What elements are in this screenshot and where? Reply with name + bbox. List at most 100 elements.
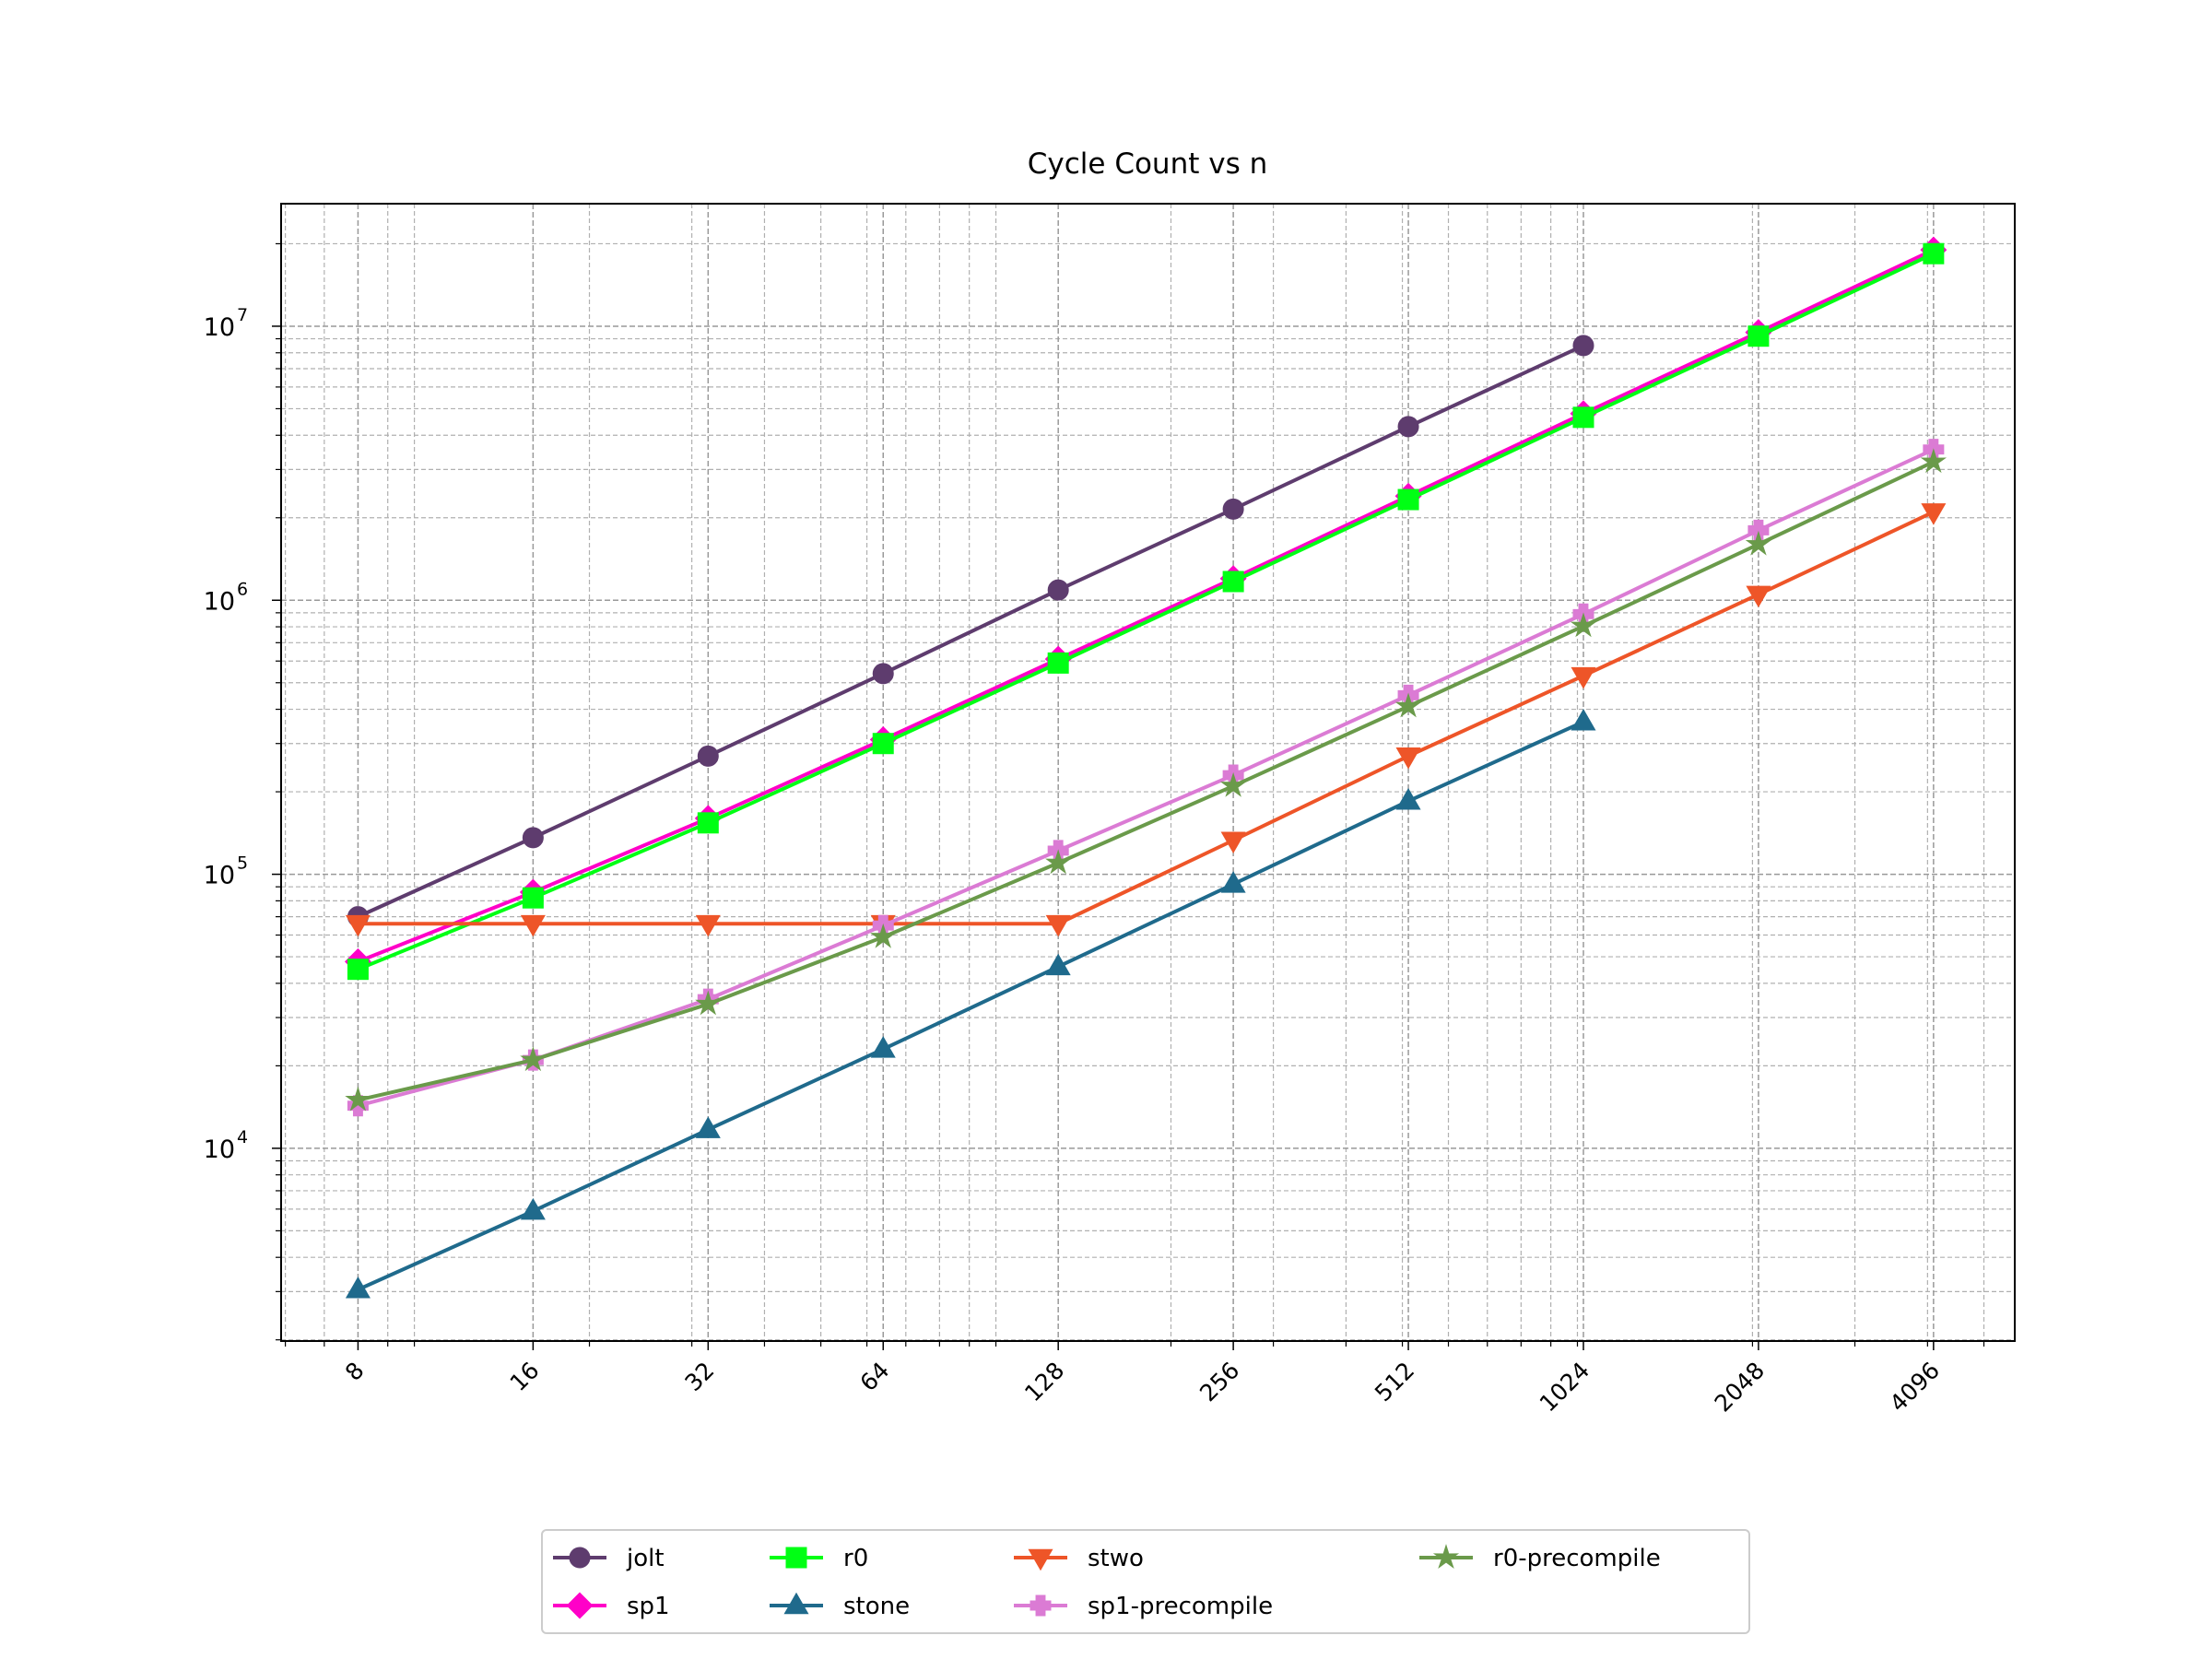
marker-star (1745, 530, 1772, 556)
marker-triangle-down (1921, 503, 1947, 525)
x-tick-label: 64 (854, 1357, 894, 1396)
marker-square (1397, 488, 1419, 511)
y-tick-exponent: 4 (237, 1127, 248, 1147)
marker-triangle-down (1045, 914, 1071, 937)
marker-circle (569, 1547, 591, 1569)
legend-item-sp1: sp1 (553, 1592, 670, 1620)
marker-circle (697, 745, 719, 767)
marker-star (345, 1086, 371, 1112)
marker-star (520, 1046, 547, 1072)
series-stwo (345, 503, 1947, 937)
marker-triangle-down (695, 914, 721, 937)
marker-triangle-up (1220, 871, 1246, 893)
legend-item-r0: r0 (770, 1545, 868, 1572)
legend-label: stone (843, 1593, 910, 1620)
marker-plus (1030, 1594, 1052, 1617)
series-line (358, 510, 1935, 926)
legend-item-jolt: jolt (553, 1545, 665, 1572)
x-tick-label: 16 (505, 1357, 545, 1396)
plot-frame (280, 203, 2016, 1342)
marker-square (872, 733, 894, 755)
marker-star (695, 990, 722, 1016)
marker-star (870, 923, 897, 948)
marker-square (1222, 571, 1244, 593)
marker-triangle-up (1045, 953, 1071, 976)
marker-square (522, 887, 544, 909)
marker-triangle-down (1028, 1548, 1053, 1571)
marker-triangle-down (1220, 831, 1246, 853)
legend-label: sp1-precompile (1088, 1593, 1273, 1620)
series-layer (344, 236, 1947, 1299)
marker-circle (1572, 335, 1594, 357)
marker-triangle-up (870, 1036, 896, 1058)
grid (281, 204, 2015, 1341)
y-tick-label: 10 (204, 313, 235, 342)
x-tick-label: 8 (340, 1357, 370, 1386)
x-tick-label: 512 (1370, 1357, 1419, 1406)
legend-label: jolt (626, 1545, 665, 1572)
marker-star (1219, 771, 1247, 797)
marker-triangle-down (1746, 585, 1771, 608)
marker-square (347, 959, 369, 981)
y-tick-exponent: 6 (237, 579, 248, 599)
y-tick-label: 10 (204, 587, 235, 616)
marker-triangle-down (1571, 666, 1596, 689)
marker-triangle-up (783, 1592, 809, 1615)
marker-triangle-up (520, 1197, 546, 1220)
legend-label: stwo (1088, 1545, 1144, 1572)
marker-star (1045, 849, 1072, 875)
series-r0-precompile (345, 448, 1947, 1112)
marker-triangle-up (345, 1277, 371, 1299)
legend-label: r0 (843, 1545, 868, 1572)
legend-item-stwo: stwo (1014, 1545, 1144, 1572)
legend-item-sp1-precompile: sp1-precompile (1014, 1593, 1273, 1620)
series-line (357, 720, 1584, 1292)
marker-square (1923, 242, 1945, 265)
series-line (357, 447, 1935, 1108)
marker-triangle-down (345, 914, 371, 937)
x-tick-label: 4096 (1885, 1357, 1945, 1417)
marker-circle (1222, 498, 1244, 520)
y-tick-exponent: 5 (237, 853, 248, 874)
x-tick-label: 1024 (1535, 1357, 1594, 1417)
series-line (357, 252, 1935, 971)
marker-square (1747, 325, 1770, 347)
marker-star (1432, 1544, 1460, 1570)
series-sp1 (344, 236, 1947, 975)
marker-square (1572, 406, 1594, 429)
x-tick-label: 2048 (1710, 1357, 1770, 1417)
legend-item-r0-precompile: r0-precompile (1419, 1544, 1661, 1572)
marker-triangle-up (1571, 708, 1596, 731)
marker-star (1394, 692, 1422, 718)
marker-triangle-up (1395, 787, 1421, 810)
chart-title: Cycle Count vs n (1028, 147, 1268, 181)
marker-square (785, 1547, 807, 1569)
marker-square (1047, 652, 1069, 674)
legend-label: sp1 (627, 1593, 670, 1620)
series-line (357, 460, 1935, 1102)
series-sp1-precompile (347, 439, 1945, 1117)
series-line (357, 248, 1935, 964)
series-stone (345, 708, 1596, 1299)
marker-diamond (566, 1592, 594, 1619)
marker-star (1920, 448, 1947, 474)
y-tick-label: 10 (204, 1135, 235, 1164)
x-tick-label: 256 (1194, 1357, 1244, 1406)
x-tick-label: 128 (1019, 1357, 1069, 1406)
marker-triangle-down (520, 914, 546, 937)
series-jolt (347, 335, 1594, 928)
legend-item-stone: stone (770, 1592, 910, 1620)
y-tick-exponent: 7 (237, 305, 248, 325)
marker-square (697, 812, 719, 834)
marker-star (1570, 612, 1597, 638)
marker-circle (872, 663, 894, 685)
legend-label: r0-precompile (1493, 1545, 1661, 1572)
series-r0 (347, 242, 1945, 981)
marker-triangle-down (1395, 747, 1421, 770)
legend: jolt sp1 r0 stone stwo sp1-precompile r0-preco… (541, 1529, 1750, 1634)
marker-circle (522, 827, 544, 849)
marker-triangle-up (695, 1116, 721, 1138)
series-line (357, 344, 1584, 919)
y-tick-label: 10 (204, 862, 235, 890)
